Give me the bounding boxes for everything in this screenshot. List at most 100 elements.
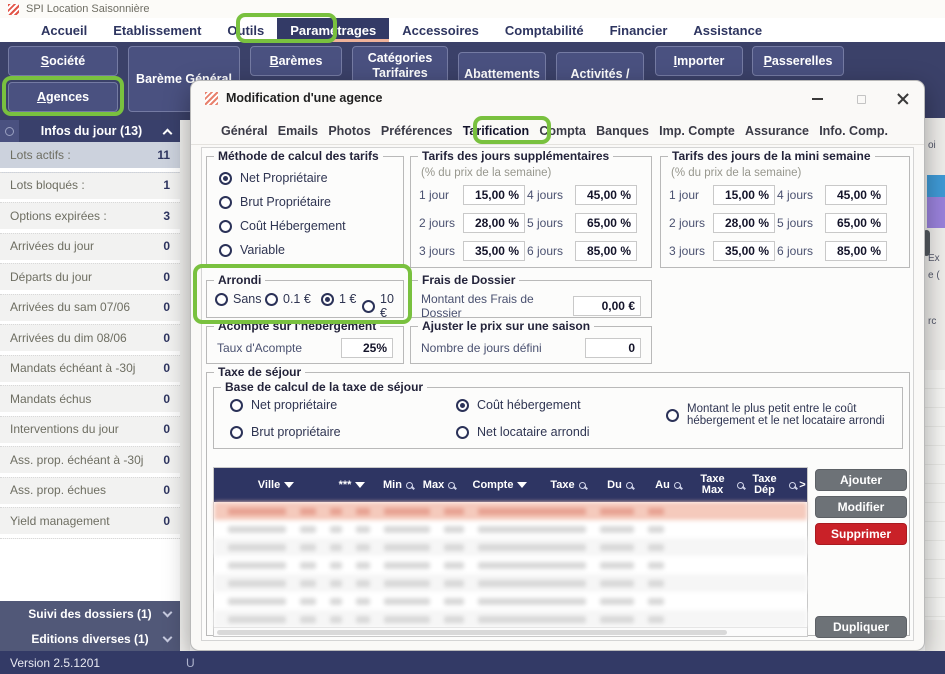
radio-cout-hebergement[interactable]: Coût Hébergement bbox=[219, 219, 346, 233]
column-taxe-max[interactable]: Taxe Max bbox=[692, 468, 744, 502]
horizontal-scrollbar[interactable] bbox=[214, 627, 807, 636]
column-du[interactable]: Du bbox=[596, 468, 644, 502]
mini-1-field[interactable]: 15,00 % bbox=[713, 185, 775, 205]
filter-icon[interactable] bbox=[517, 482, 528, 488]
menu-comptabilite[interactable]: Comptabilité bbox=[504, 22, 584, 38]
menu-accueil[interactable]: Accueil bbox=[41, 22, 88, 38]
tab-tarification[interactable]: Tarification bbox=[462, 123, 530, 138]
table-row-redacted-selected[interactable] bbox=[214, 502, 807, 520]
sidebar-section-suivi-dossiers[interactable]: Suivi des dossiers (1) bbox=[0, 601, 180, 626]
sidebar-item-ass-prop-echeant[interactable]: Ass. prop. échéant à -30j 0 bbox=[0, 447, 180, 478]
sidebar-section-editions-diverses[interactable]: Editions diverses (1) bbox=[0, 626, 180, 651]
column-taxe-dep[interactable]: Taxe Dép bbox=[744, 468, 796, 502]
radio-brut-proprietaire[interactable]: Brut Propriétaire bbox=[219, 195, 331, 209]
sidebar-item-lots-bloques[interactable]: Lots bloqués :1 bbox=[0, 172, 180, 203]
jours-supp-3-field[interactable]: 35,00 % bbox=[463, 241, 525, 261]
column-au[interactable]: Au bbox=[644, 468, 692, 502]
sidebar-item-ass-prop-echues[interactable]: Ass. prop. échues 0 bbox=[0, 477, 180, 508]
radio-taxe-brut-proprietaire[interactable]: Brut propriétaire bbox=[230, 425, 341, 439]
column-ville[interactable]: Ville bbox=[226, 468, 326, 502]
radio-taxe-net-proprietaire[interactable]: Net propriétaire bbox=[230, 398, 337, 412]
menu-parametrages[interactable]: Paramétrages bbox=[277, 18, 390, 42]
filter-icon[interactable] bbox=[284, 482, 295, 488]
radio-variable[interactable]: Variable bbox=[219, 243, 285, 257]
tab-assurance[interactable]: Assurance bbox=[745, 123, 809, 138]
tab-imp-compte[interactable]: Imp. Compte bbox=[659, 123, 735, 138]
search-icon[interactable] bbox=[737, 481, 744, 489]
column-expander[interactable]: > bbox=[799, 479, 806, 491]
mini-3-field[interactable]: 35,00 % bbox=[713, 241, 775, 261]
jours-supp-4-field[interactable]: 45,00 % bbox=[575, 185, 637, 205]
tab-compta[interactable]: Compta bbox=[539, 123, 586, 138]
sidebar-item-interventions[interactable]: Interventions du jour 0 bbox=[0, 416, 180, 447]
close-button[interactable] bbox=[895, 91, 911, 107]
mini-4-field[interactable]: 45,00 % bbox=[825, 185, 887, 205]
ribbon-button-categories-tarifaires[interactable]: Catégories Tarifaires bbox=[352, 46, 448, 86]
sidebar-item-lots-actifs[interactable]: Lots actifs :11 bbox=[0, 142, 180, 173]
jours-supp-5-field[interactable]: 65,00 % bbox=[575, 213, 637, 233]
search-icon[interactable] bbox=[448, 481, 456, 489]
tab-photos[interactable]: Photos bbox=[328, 123, 371, 138]
dupliquer-button[interactable]: Dupliquer bbox=[815, 616, 907, 638]
menu-financier[interactable]: Financier bbox=[609, 22, 668, 38]
jours-supp-1-field[interactable]: 15,00 % bbox=[463, 185, 525, 205]
radio-arrondi-sans[interactable]: Sans bbox=[215, 292, 262, 306]
search-icon[interactable] bbox=[673, 481, 681, 489]
radio-taxe-cout-hebergement[interactable]: Coût hébergement bbox=[456, 398, 581, 412]
sidebar-item-arrivees-du-jour[interactable]: Arrivées du jour 0 bbox=[0, 233, 180, 264]
radio-arrondi-10[interactable]: 10 € bbox=[362, 292, 403, 320]
tab-emails[interactable]: Emails bbox=[277, 123, 319, 138]
sidebar-header-infos-du-jour[interactable]: Infos du jour (13) bbox=[0, 120, 180, 142]
nombre-jours-field[interactable]: 0 bbox=[585, 338, 641, 358]
chevron-up-icon[interactable] bbox=[162, 128, 173, 138]
sidebar-item-options-expirees[interactable]: Options expirées :3 bbox=[0, 203, 180, 234]
filter-icon[interactable] bbox=[355, 482, 366, 488]
ribbon-button-societe[interactable]: Société bbox=[8, 46, 118, 76]
column-min[interactable]: Min bbox=[378, 468, 418, 502]
menu-etablissement[interactable]: Etablissement bbox=[113, 22, 202, 38]
table-row-redacted[interactable] bbox=[214, 610, 807, 628]
supprimer-button[interactable]: Supprimer bbox=[815, 523, 907, 545]
column-max[interactable]: Max bbox=[418, 468, 460, 502]
table-row-redacted[interactable] bbox=[214, 538, 807, 556]
search-icon[interactable] bbox=[625, 481, 633, 489]
ajouter-button[interactable]: Ajouter bbox=[815, 469, 907, 491]
search-icon[interactable] bbox=[578, 481, 586, 489]
maximize-button[interactable] bbox=[853, 91, 869, 107]
tab-banques[interactable]: Banques bbox=[596, 123, 649, 138]
column-stars[interactable]: *** bbox=[326, 468, 378, 502]
frais-dossier-field[interactable]: 0,00 € bbox=[572, 296, 641, 316]
refresh-icon[interactable] bbox=[0, 120, 19, 142]
scrollbar-thumb[interactable] bbox=[217, 630, 727, 635]
ribbon-button-baremes[interactable]: Barèmes bbox=[250, 46, 342, 76]
sidebar-item-arrivees-sam[interactable]: Arrivées du sam 07/06 0 bbox=[0, 294, 180, 325]
taux-acompte-field[interactable]: 25% bbox=[341, 338, 393, 358]
search-icon[interactable] bbox=[405, 481, 413, 489]
jours-supp-6-field[interactable]: 85,00 % bbox=[575, 241, 637, 261]
sidebar-item-yield-management[interactable]: Yield management 0 bbox=[0, 508, 180, 539]
ribbon-button-importer[interactable]: Importer bbox=[655, 46, 743, 76]
column-compte[interactable]: Compte bbox=[460, 468, 540, 502]
radio-arrondi-1[interactable]: 1 € bbox=[321, 292, 356, 306]
table-row-redacted[interactable] bbox=[214, 556, 807, 574]
menu-accessoires[interactable]: Accessoires bbox=[402, 22, 479, 38]
modifier-button[interactable]: Modifier bbox=[815, 496, 907, 518]
minimize-button[interactable] bbox=[809, 91, 825, 107]
menu-assistance[interactable]: Assistance bbox=[693, 22, 763, 38]
tab-general[interactable]: Général bbox=[221, 123, 268, 138]
sidebar-item-mandats-echeant[interactable]: Mandats échéant à -30j 0 bbox=[0, 355, 180, 386]
tab-info-comp[interactable]: Info. Comp. bbox=[819, 123, 888, 138]
sidebar-item-mandats-echus[interactable]: Mandats échus 0 bbox=[0, 386, 180, 417]
menu-outils[interactable]: Outils bbox=[227, 22, 265, 38]
table-row-redacted[interactable] bbox=[214, 520, 807, 538]
tab-preferences[interactable]: Préférences bbox=[380, 123, 453, 138]
table-row-redacted[interactable] bbox=[214, 574, 807, 592]
column-taxe[interactable]: Taxe bbox=[540, 468, 596, 502]
ribbon-button-passerelles[interactable]: Passerelles bbox=[752, 46, 844, 76]
mini-6-field[interactable]: 85,00 % bbox=[825, 241, 887, 261]
radio-taxe-net-locataire[interactable]: Net locataire arrondi bbox=[456, 425, 590, 439]
radio-arrondi-01[interactable]: 0.1 € bbox=[265, 292, 311, 306]
mini-5-field[interactable]: 65,00 % bbox=[825, 213, 887, 233]
jours-supp-2-field[interactable]: 28,00 % bbox=[463, 213, 525, 233]
table-row-redacted[interactable] bbox=[214, 592, 807, 610]
